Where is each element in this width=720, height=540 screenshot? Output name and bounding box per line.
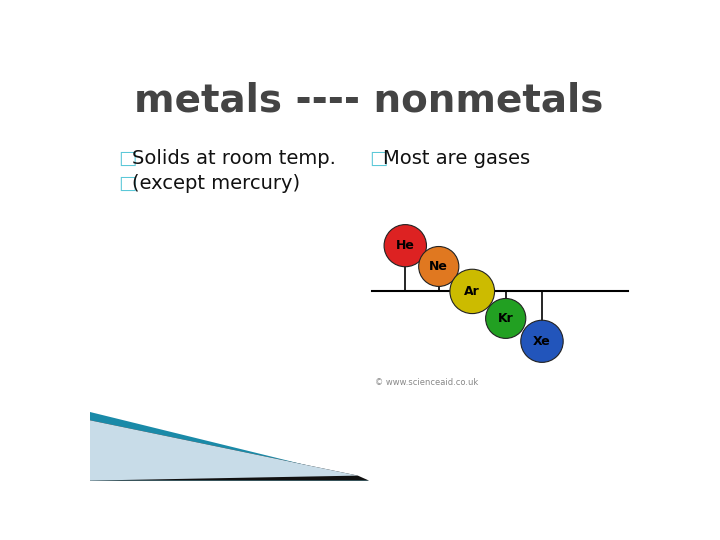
Text: □: □ bbox=[118, 174, 136, 193]
Ellipse shape bbox=[384, 225, 426, 267]
Ellipse shape bbox=[485, 299, 526, 339]
Ellipse shape bbox=[450, 269, 495, 314]
Text: He: He bbox=[396, 239, 415, 252]
Text: Ne: Ne bbox=[429, 260, 448, 273]
Text: Xe: Xe bbox=[533, 335, 551, 348]
Text: Solids at room temp.: Solids at room temp. bbox=[132, 149, 336, 168]
Text: □: □ bbox=[118, 149, 136, 168]
Text: (except mercury): (except mercury) bbox=[132, 174, 300, 193]
Text: © www.scienceaid.co.uk: © www.scienceaid.co.uk bbox=[374, 379, 478, 387]
Ellipse shape bbox=[418, 246, 459, 286]
Text: metals ---- nonmetals: metals ---- nonmetals bbox=[135, 81, 603, 119]
Text: Kr: Kr bbox=[498, 312, 513, 325]
Polygon shape bbox=[90, 420, 369, 481]
Text: Ar: Ar bbox=[464, 285, 480, 298]
Text: Most are gases: Most are gases bbox=[383, 149, 530, 168]
Text: □: □ bbox=[369, 149, 387, 168]
Polygon shape bbox=[90, 412, 369, 481]
Polygon shape bbox=[90, 420, 358, 481]
Ellipse shape bbox=[521, 320, 563, 362]
